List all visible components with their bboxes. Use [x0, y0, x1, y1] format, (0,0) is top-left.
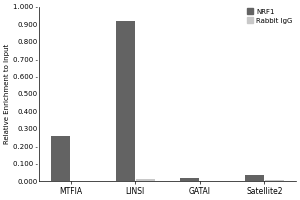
Bar [245, 175, 264, 181]
Legend: NRF1, Rabbit IgG: NRF1, Rabbit IgG [247, 8, 292, 24]
Bar [265, 180, 284, 181]
Bar [136, 179, 155, 181]
Y-axis label: Relative Enrichment to Input: Relative Enrichment to Input [4, 44, 10, 144]
Bar [116, 21, 135, 181]
Bar [51, 136, 70, 181]
Bar [180, 178, 200, 181]
